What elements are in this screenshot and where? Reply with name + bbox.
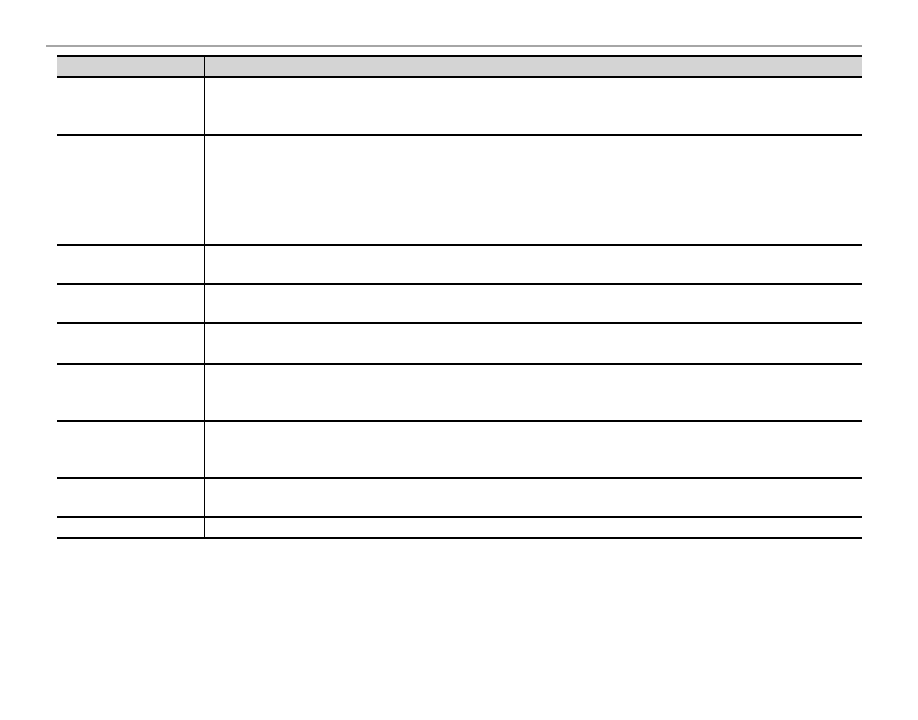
table-cell: [57, 421, 205, 479]
table-header-row: [57, 55, 862, 78]
table-cell: [204, 135, 862, 246]
table-cell: [57, 517, 205, 539]
table-cell: [204, 517, 862, 539]
table-body: [57, 55, 862, 539]
table-cell: [204, 284, 862, 324]
table-row: [57, 421, 862, 479]
table-cell: [57, 364, 205, 422]
table-row: [57, 517, 862, 539]
document-table: [57, 55, 862, 539]
table-cell: [57, 77, 205, 136]
table-row: [57, 284, 862, 324]
table-cell: [57, 323, 205, 365]
table-cell: [204, 323, 862, 365]
table-row: [57, 478, 862, 518]
header-cell-left: [57, 55, 205, 78]
table-cell: [204, 77, 862, 136]
table-row: [57, 135, 862, 246]
table-row: [57, 323, 862, 365]
table-cell: [204, 245, 862, 285]
header-rule: [46, 45, 862, 47]
table-cell: [57, 478, 205, 518]
table-cell: [204, 364, 862, 422]
table-row: [57, 77, 862, 136]
table-cell: [57, 245, 205, 285]
table-cell: [204, 421, 862, 479]
header-cell-right: [204, 55, 862, 78]
table-cell: [57, 135, 205, 246]
table-row: [57, 245, 862, 285]
table-row: [57, 364, 862, 422]
table-cell: [57, 284, 205, 324]
table-cell: [204, 478, 862, 518]
